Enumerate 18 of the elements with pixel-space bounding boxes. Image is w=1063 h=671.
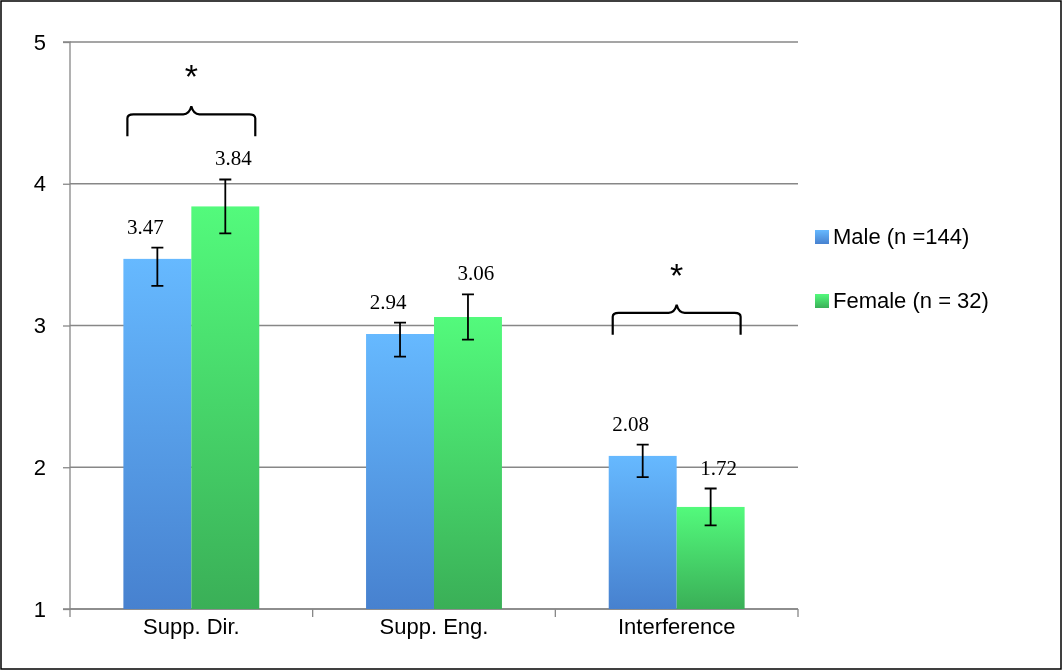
- x-tick-label: Supp. Dir.: [143, 614, 240, 639]
- data-label: 1.72: [700, 455, 738, 480]
- data-label: 2.94: [369, 289, 407, 314]
- data-label: 3.06: [457, 261, 495, 286]
- data-label: 3.47: [126, 214, 164, 239]
- y-tick-label: 4: [33, 171, 46, 197]
- data-label: 2.08: [612, 411, 650, 436]
- x-tick-label: Supp. Eng.: [379, 614, 489, 639]
- y-tick-label: 5: [33, 29, 46, 55]
- legend-label: Male (n =144): [833, 224, 970, 249]
- y-tick-label: 2: [33, 454, 46, 480]
- x-tick-label: Interference: [617, 614, 736, 639]
- legend-label: Female (n = 32): [833, 288, 989, 313]
- data-label: 3.84: [214, 146, 253, 171]
- y-tick-label: 1: [33, 596, 46, 622]
- annotation: *: [184, 57, 198, 96]
- y-tick-label: 3: [33, 313, 46, 339]
- annotation: *: [670, 255, 684, 294]
